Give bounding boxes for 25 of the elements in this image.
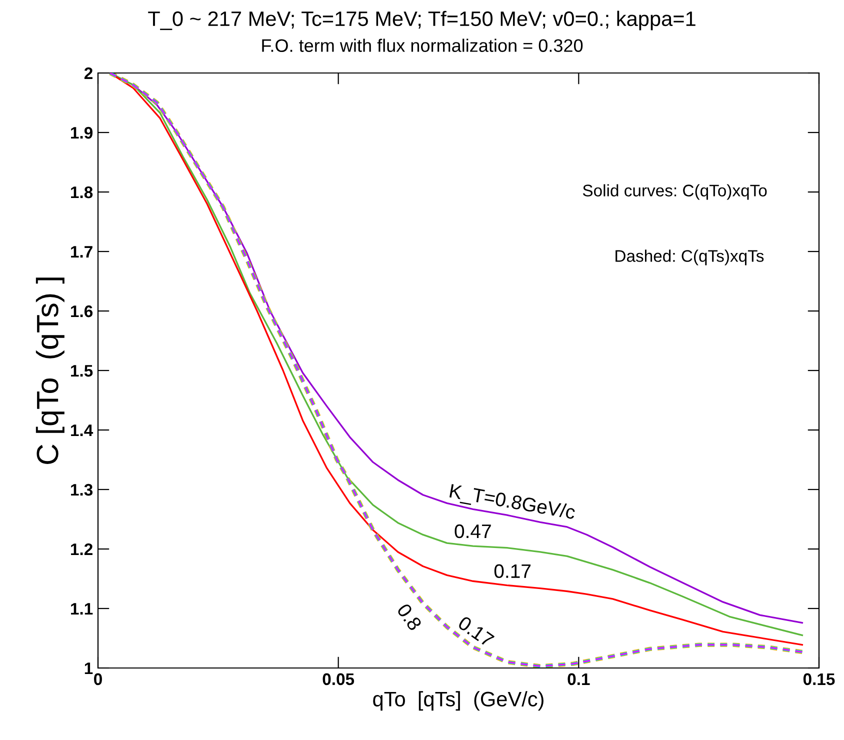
x-tick-label: 0.1 [568,673,590,686]
y-tick-label: 2 [84,67,92,80]
y-tick-label: 1.6 [71,305,93,318]
y-tick-label: 1.8 [71,186,93,198]
y-tick-label: 1.2 [71,543,92,556]
y-tick-label: 1.4 [71,424,94,436]
chart-title: T_0 ~ 217 MeV; Tc=175 MeV; Tf=150 MeV; v0=0.; kappa=1 [148,10,696,30]
chart-subtitle: F.O. term with flux normalization = 0.320 [262,38,583,52]
y-tick-label: 1 [84,662,93,674]
y-tick-label: 1.1 [71,603,93,615]
y-tick-label: 1.5 [71,365,93,377]
annotation: Dashed: C(qTs)xqTs [616,250,764,266]
annotation: 0.8 [396,602,422,632]
x-axis-title: qTo [qTs] (GeV/c) [373,691,544,711]
x-tick-label: 0.15 [803,673,835,686]
y-axis-title: C [qTo (qTs) ] [36,278,64,464]
annotation: 0.17 [494,564,531,578]
y-tick-label: 1.3 [71,484,93,496]
annotation: 0.17 [457,615,495,648]
y-tick-label: 1.7 [71,246,92,258]
annotation: Solid curves: C(qTo)xqTo [582,184,767,200]
annotation: 0.47 [454,524,491,538]
x-tick-label: 0 [94,673,102,686]
x-tick-label: 0.05 [322,673,354,686]
y-tick-label: 1.9 [71,126,93,139]
